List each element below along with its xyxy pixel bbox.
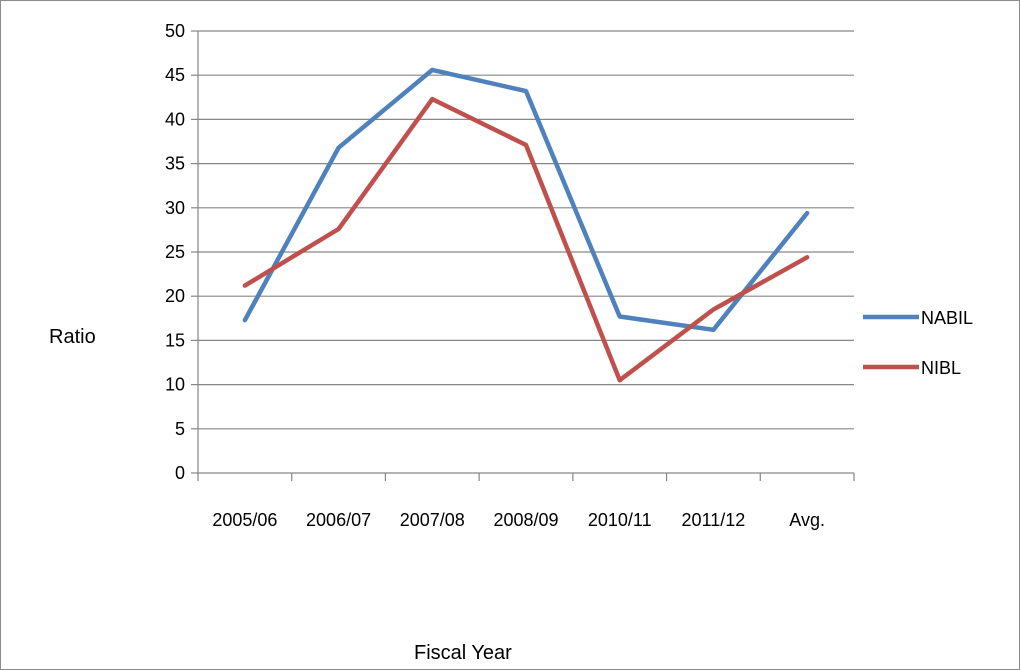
x-tick-label: 2007/08 [400, 510, 465, 530]
series-line-nabil [242, 67, 810, 333]
x-tick-label: 2005/06 [212, 510, 277, 530]
legend-label: NABIL [921, 308, 973, 328]
y-tick-label: 30 [165, 198, 185, 218]
y-tick-label: 35 [165, 154, 185, 174]
y-tick-label: 15 [165, 330, 185, 350]
x-tick-label: 2011/12 [682, 510, 746, 530]
axes: 0 5 10 15 20 25 30 35 40 45 50 2005/06 2006/07 2007/0… [165, 21, 855, 530]
y-tick-label: 50 [165, 21, 185, 41]
x-axis-title: Fiscal Year [414, 642, 512, 664]
x-tick-label: Avg. [789, 510, 825, 530]
legend-label: NIBL [921, 358, 961, 378]
x-tick-label: 2006/07 [306, 510, 371, 530]
y-axis-title: Ratio [49, 326, 96, 348]
y-tick-label: 10 [165, 375, 185, 395]
y-tick-label: 45 [165, 65, 185, 85]
y-tick-label: 0 [175, 463, 185, 483]
x-tick-label: 2010/11 [588, 510, 652, 530]
legend: NABIL NIBL [863, 308, 973, 378]
series-line-nibl [242, 96, 810, 383]
y-tick-label: 5 [175, 419, 185, 439]
y-tick-label: 20 [165, 286, 185, 306]
y-tick-label: 25 [165, 242, 185, 262]
x-tick-label: 2008/09 [493, 510, 558, 530]
y-tick-label: 40 [165, 109, 185, 129]
series-lines [242, 67, 810, 383]
